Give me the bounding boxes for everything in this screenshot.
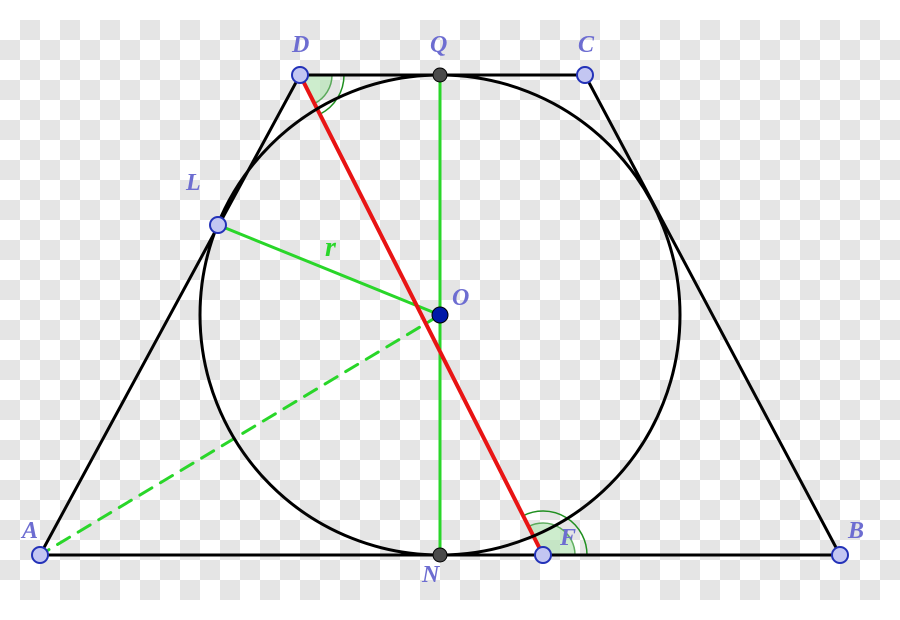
line-DF (300, 75, 543, 555)
diagram-canvas: A B C D Q N L O F r (0, 0, 900, 620)
label-Q: Q (430, 32, 447, 59)
label-radius: r (325, 232, 336, 264)
point-D (292, 67, 308, 83)
point-F (535, 547, 551, 563)
label-F: F (560, 525, 576, 552)
label-B: B (848, 518, 864, 545)
point-O (432, 307, 448, 323)
line-BC (585, 75, 840, 555)
point-L (210, 217, 226, 233)
label-A: A (22, 518, 38, 545)
label-L: L (186, 170, 201, 197)
label-O: O (452, 285, 469, 312)
geometry-diagram (0, 0, 900, 620)
label-C: C (578, 32, 594, 59)
line-DA (40, 75, 300, 555)
point-A (32, 547, 48, 563)
label-N: N (422, 562, 439, 589)
label-D: D (292, 32, 309, 59)
point-C (577, 67, 593, 83)
point-Q (433, 68, 447, 82)
point-B (832, 547, 848, 563)
point-N (433, 548, 447, 562)
line-OA (40, 315, 440, 555)
